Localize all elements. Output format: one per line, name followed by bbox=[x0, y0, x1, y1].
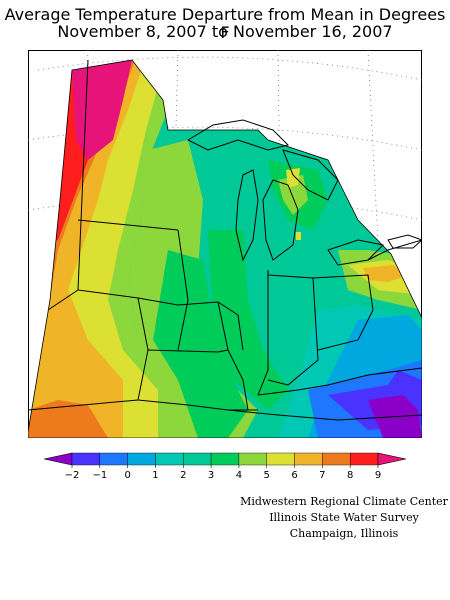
map-title: Average Temperature Departure from Mean … bbox=[4, 5, 446, 42]
temperature-departure-map bbox=[28, 50, 422, 438]
great-lakes-outlines bbox=[186, 119, 422, 266]
legend-swatch bbox=[183, 452, 212, 466]
legend-swatch bbox=[266, 452, 295, 466]
credit-mrcc: Midwestern Regional Climate Center bbox=[240, 495, 448, 508]
credit-isws: Illinois State Water Survey bbox=[269, 511, 419, 524]
color-scale-legend: −2 −1 0 1 2 3 4 5 6 7 8 9 bbox=[43, 452, 407, 481]
legend-swatch bbox=[349, 452, 379, 466]
legend-swatch bbox=[322, 452, 351, 466]
legend-tick-label: 7 bbox=[319, 470, 325, 481]
legend-tick-label: 0 bbox=[124, 470, 130, 481]
legend-swatch bbox=[127, 452, 156, 466]
legend-swatch bbox=[294, 452, 323, 466]
analysis-domain-outline bbox=[28, 59, 422, 438]
legend-tick-label: 4 bbox=[236, 470, 242, 481]
legend-swatch bbox=[99, 452, 128, 466]
legend-arrow-high bbox=[377, 452, 407, 466]
legend-tick-label: 3 bbox=[208, 470, 214, 481]
legend-arrow-low bbox=[43, 452, 73, 466]
legend-swatch bbox=[155, 452, 184, 466]
legend-swatch bbox=[71, 452, 101, 466]
map-subtitle-dates: November 8, 2007 to November 16, 2007 bbox=[57, 22, 393, 41]
legend-swatch bbox=[238, 452, 267, 466]
legend-tick-label: 2 bbox=[180, 470, 186, 481]
legend-swatch bbox=[210, 452, 240, 466]
legend-tick-label: −1 bbox=[92, 470, 107, 481]
legend-tick-label: 9 bbox=[375, 470, 381, 481]
legend-tick-label: 1 bbox=[152, 470, 158, 481]
legend-tick-label: 8 bbox=[347, 470, 353, 481]
state-boundaries bbox=[28, 59, 422, 421]
legend-tick-label: 5 bbox=[264, 470, 270, 481]
legend-tick-label: 6 bbox=[291, 470, 297, 481]
legend-tick-label: −2 bbox=[65, 470, 80, 481]
credit-location: Champaign, Illinois bbox=[289, 527, 399, 540]
